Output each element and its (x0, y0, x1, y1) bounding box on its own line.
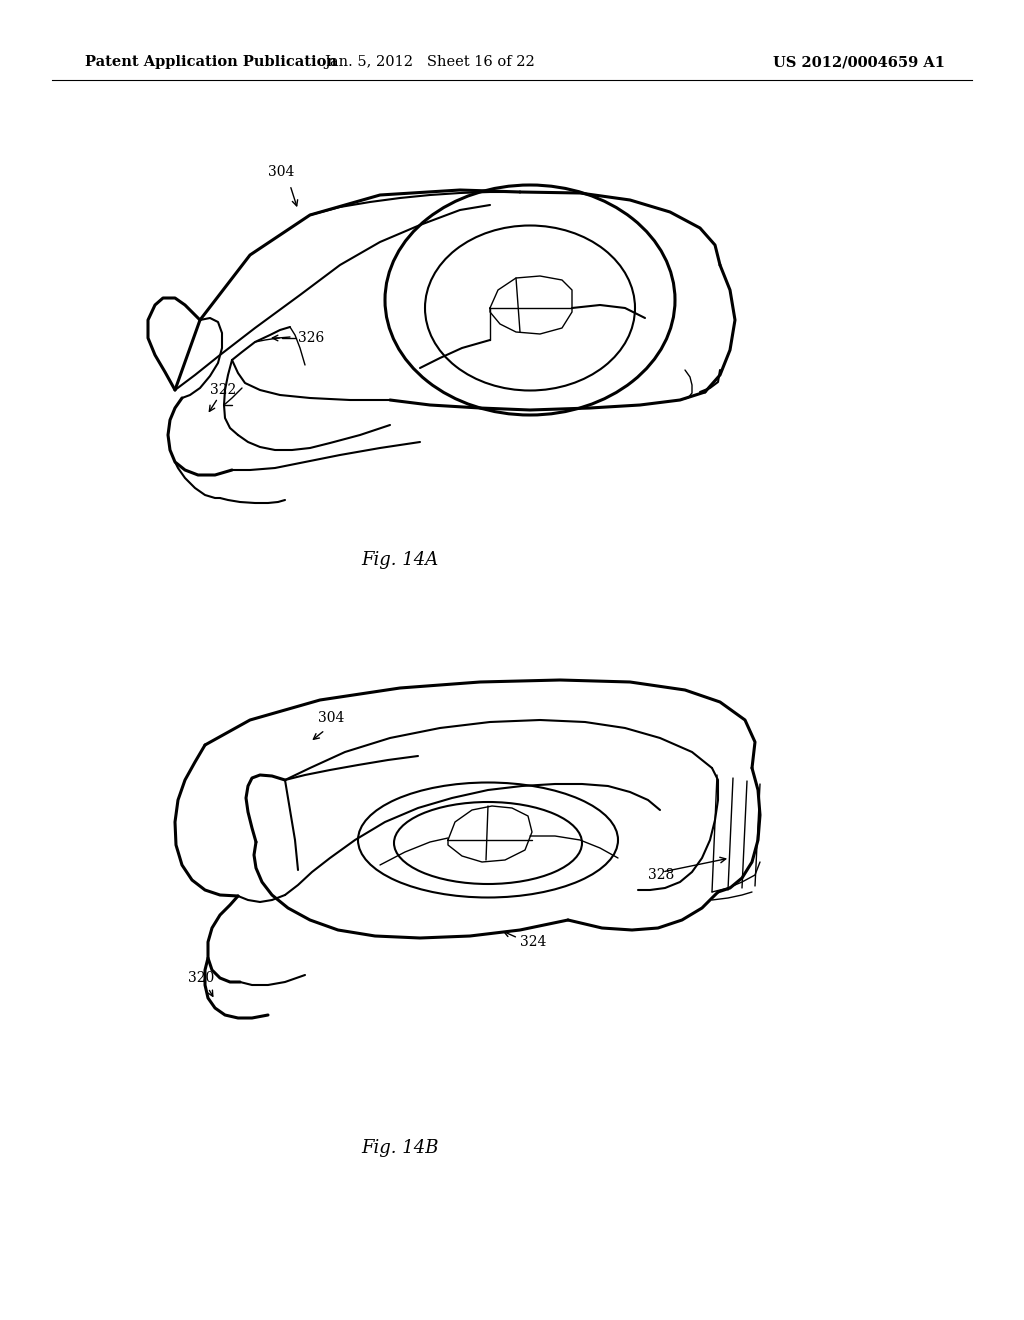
Text: 322: 322 (210, 383, 237, 397)
Text: Jan. 5, 2012   Sheet 16 of 22: Jan. 5, 2012 Sheet 16 of 22 (325, 55, 536, 69)
Text: 324: 324 (520, 935, 547, 949)
Text: 328: 328 (648, 869, 674, 882)
Text: Patent Application Publication: Patent Application Publication (85, 55, 337, 69)
Text: Fig. 14B: Fig. 14B (361, 1139, 438, 1158)
Text: 304: 304 (318, 711, 344, 725)
Text: 304: 304 (268, 165, 294, 180)
Text: Fig. 14A: Fig. 14A (361, 550, 438, 569)
Text: 320: 320 (188, 972, 214, 985)
Text: 326: 326 (298, 331, 325, 345)
Text: US 2012/0004659 A1: US 2012/0004659 A1 (773, 55, 945, 69)
